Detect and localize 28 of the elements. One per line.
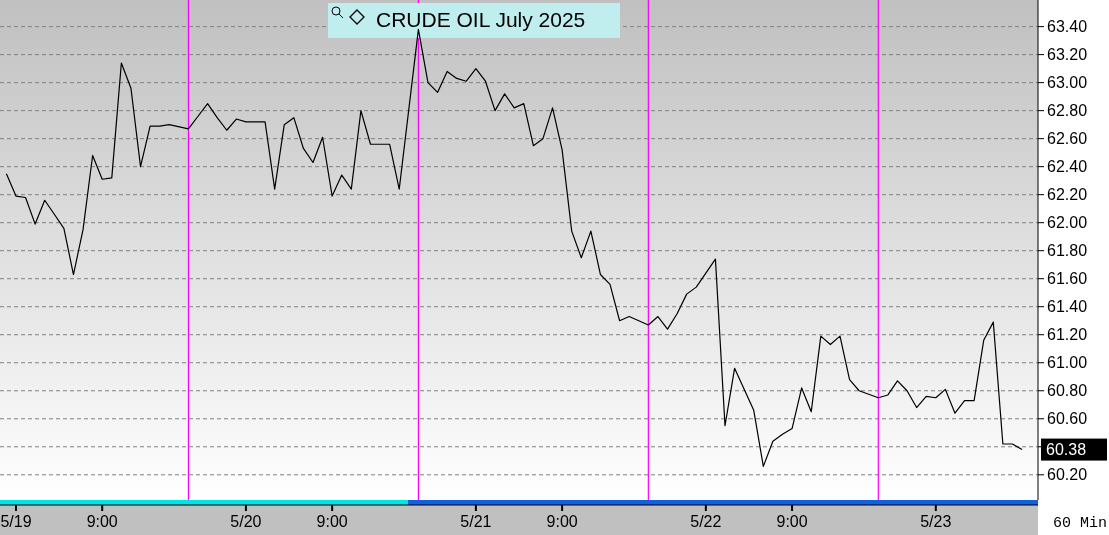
y-tick-label: 61.60: [1047, 270, 1088, 288]
x-tick-label: 5/20: [230, 513, 262, 530]
x-tick-label: 9:00: [86, 513, 118, 530]
y-tick-label: 60.60: [1047, 410, 1088, 428]
x-tick-label: 9:00: [316, 513, 348, 530]
y-tick-label: 63.20: [1047, 46, 1088, 64]
y-tick-label: 60.80: [1047, 382, 1088, 400]
x-tick-label: 5/23: [920, 513, 952, 530]
y-tick-label: 62.20: [1047, 186, 1088, 204]
x-tick-label: 5/19: [0, 513, 32, 530]
text: 60.38: [1046, 441, 1087, 459]
chart-title: CRUDE OIL July 2025: [376, 8, 586, 31]
y-tick-label: 60.20: [1047, 466, 1088, 484]
text: 60 Min: [1052, 515, 1107, 532]
y-tick-label: 63.00: [1047, 74, 1088, 92]
y-tick-label: 63.40: [1047, 18, 1088, 36]
y-tick-label: 62.40: [1047, 158, 1088, 176]
y-tick-label: 62.60: [1047, 130, 1088, 148]
x-tick-label: 9:00: [546, 513, 578, 530]
y-tick-label: 61.20: [1047, 326, 1088, 344]
y-tick-label: 62.80: [1047, 102, 1088, 120]
y-tick-label: 61.80: [1047, 242, 1088, 260]
x-tick-label: 9:00: [776, 513, 808, 530]
y-tick-label: 61.00: [1047, 354, 1088, 372]
x-tick-label: 5/21: [460, 513, 492, 530]
y-tick-label: 62.00: [1047, 214, 1088, 232]
x-tick-label: 5/22: [690, 513, 722, 530]
y-tick-label: 61.40: [1047, 298, 1088, 316]
